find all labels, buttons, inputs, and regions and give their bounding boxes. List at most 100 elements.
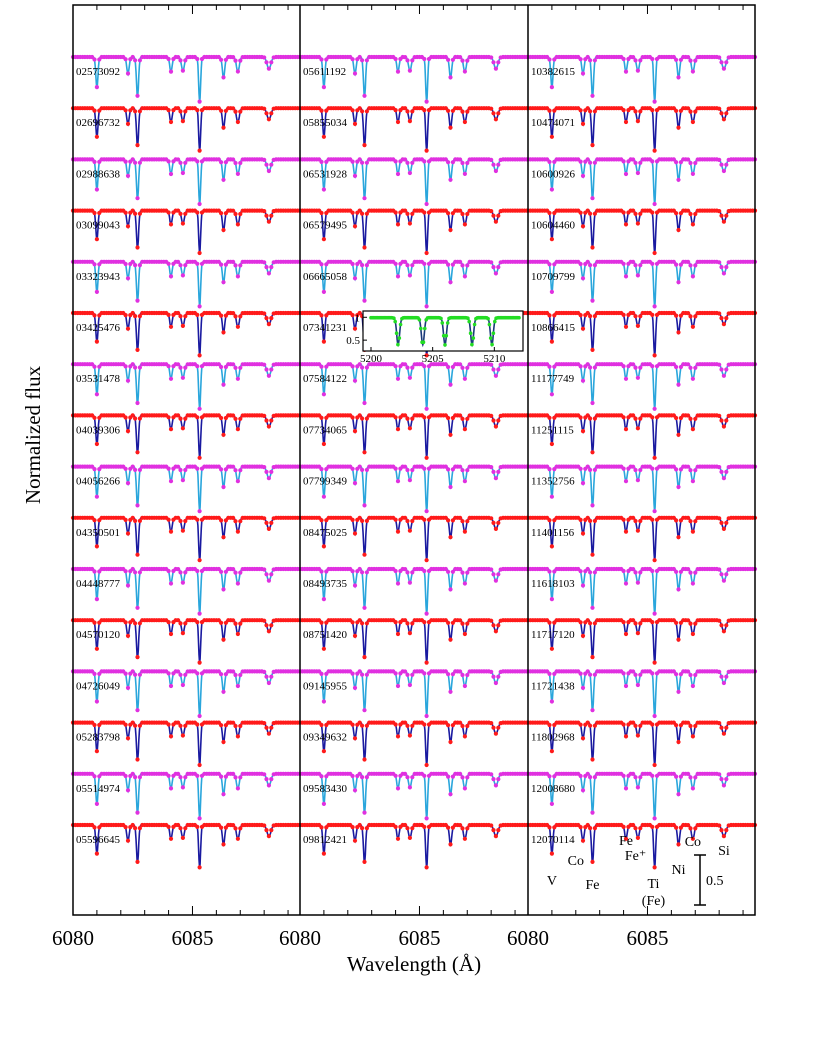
model-point — [721, 168, 727, 174]
model-point — [590, 196, 595, 201]
spectrum-row: 03425476 — [70, 310, 303, 358]
model-point — [448, 227, 453, 233]
model-point — [443, 771, 448, 776]
model-point — [135, 298, 140, 303]
model-point — [460, 365, 465, 370]
model-point — [123, 825, 128, 830]
model-point — [446, 569, 451, 574]
inset-model-point — [423, 326, 427, 331]
model-point — [443, 669, 448, 674]
model-point — [462, 222, 467, 227]
model-point — [633, 775, 638, 780]
star-id-label: 02988638 — [76, 168, 121, 180]
model-point — [650, 517, 655, 522]
model-point — [578, 671, 583, 676]
model-point — [621, 517, 626, 522]
model-point — [690, 171, 696, 176]
model-point — [446, 672, 451, 677]
model-point — [403, 157, 408, 162]
model-point — [130, 771, 135, 776]
model-point — [269, 674, 274, 679]
spectrum-row: 03099043 — [70, 208, 303, 256]
model-point — [216, 362, 221, 367]
star-id-label: 11721438 — [531, 680, 575, 692]
model-point — [635, 119, 641, 124]
model-point — [166, 466, 171, 471]
star-id-label: 11717120 — [531, 629, 575, 641]
model-point — [721, 834, 727, 839]
model-point — [489, 772, 494, 777]
model-point — [216, 54, 221, 60]
model-point — [407, 528, 412, 533]
model-point — [623, 836, 629, 841]
model-point — [395, 119, 401, 125]
model-point — [676, 535, 681, 540]
star-id-label: 08751420 — [303, 629, 348, 641]
model-point — [549, 544, 555, 549]
model-point — [350, 722, 355, 727]
model-point — [652, 99, 657, 104]
model-point — [450, 672, 455, 677]
model-point — [238, 570, 243, 575]
model-point — [216, 771, 221, 776]
model-point — [393, 517, 398, 522]
model-point — [125, 326, 131, 331]
inset-model-point — [445, 321, 450, 325]
model-point — [671, 566, 676, 572]
model-point — [231, 208, 236, 213]
model-point — [676, 280, 681, 285]
star-id-label: 06579495 — [303, 220, 348, 232]
model-point — [719, 469, 724, 474]
model-point — [94, 289, 99, 294]
model-point — [724, 60, 729, 65]
model-point — [125, 736, 131, 741]
model-point — [176, 720, 181, 725]
model-point — [489, 157, 494, 162]
model-point — [547, 774, 552, 779]
model-point — [195, 108, 200, 113]
model-point — [364, 416, 369, 421]
model-point — [407, 682, 412, 688]
model-point — [223, 364, 228, 370]
model-point — [590, 143, 595, 148]
model-point — [547, 569, 552, 574]
model-point — [135, 93, 140, 98]
model-point — [724, 469, 729, 474]
model-point — [264, 828, 269, 833]
model-point — [491, 674, 496, 679]
model-point — [686, 362, 691, 367]
star-id-label: 09583430 — [303, 783, 348, 795]
model-point — [123, 210, 128, 215]
model-point — [233, 58, 238, 63]
model-point — [588, 723, 593, 728]
model-point — [319, 671, 324, 677]
model-point — [360, 416, 365, 421]
model-point — [235, 376, 240, 381]
model-point — [233, 519, 238, 524]
x-tick-label: 6085 — [398, 926, 440, 950]
star-id-label: 04350501 — [76, 527, 120, 539]
star-id-label: 03323943 — [76, 271, 121, 283]
model-point — [460, 621, 465, 626]
model-point — [719, 418, 724, 423]
model-point — [94, 699, 99, 704]
model-point — [357, 618, 362, 623]
panel-1: 0257309202696732029886380309904303323943… — [70, 54, 303, 870]
model-point — [446, 825, 451, 830]
model-point — [393, 108, 398, 113]
model-point — [450, 364, 455, 370]
model-point — [458, 106, 463, 111]
model-point — [585, 54, 590, 60]
star-id-label: 03531478 — [76, 373, 121, 385]
model-point — [407, 478, 412, 483]
model-point — [233, 160, 238, 166]
model-point — [135, 605, 140, 610]
model-point — [633, 826, 638, 831]
model-point — [424, 611, 429, 616]
star-id-label: 04570120 — [76, 629, 121, 641]
model-point — [262, 106, 267, 111]
model-point — [135, 859, 140, 865]
model-point — [137, 775, 142, 780]
model-point — [631, 413, 636, 418]
model-point — [195, 620, 200, 625]
